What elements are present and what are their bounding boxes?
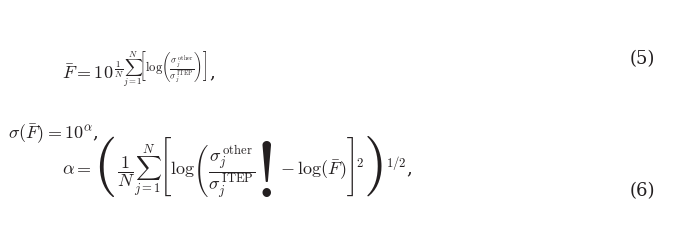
Text: (6): (6): [630, 182, 655, 200]
Text: $\sigma(\bar{F}) = 10^{\alpha}$,: $\sigma(\bar{F}) = 10^{\alpha}$,: [8, 122, 99, 146]
Text: $\bar{F} = 10^{\,\frac{1}{N}\sum_{j=1}^{N}\!\left[\log\!\left(\frac{\sigma_j^{\,: $\bar{F} = 10^{\,\frac{1}{N}\sum_{j=1}^{…: [62, 50, 215, 89]
Text: $\alpha = \left\{\dfrac{1}{N}\sum_{j=1}^{N}\left[\log\!\left(\dfrac{\sigma_j^{\,: $\alpha = \left\{\dfrac{1}{N}\sum_{j=1}^…: [62, 135, 412, 200]
Text: (5): (5): [630, 50, 655, 68]
